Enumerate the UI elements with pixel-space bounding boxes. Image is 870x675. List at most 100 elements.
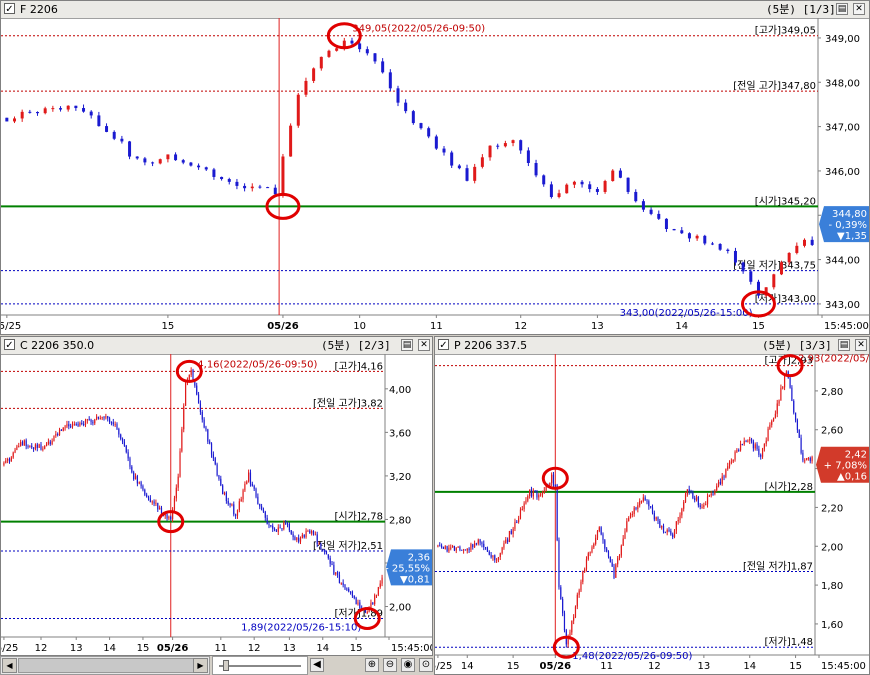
zoom-slider[interactable] [212, 656, 308, 675]
candle-body [779, 262, 783, 275]
candle-body [74, 105, 78, 109]
candle-body [51, 108, 55, 110]
level-label: [저가]343,00 [755, 293, 816, 305]
candle-body [175, 487, 177, 499]
pane-check-icon[interactable]: ✓ [4, 339, 15, 351]
candle-body [373, 53, 377, 62]
zoom-reset-icon[interactable]: ◉ [401, 658, 415, 672]
candle-body [64, 426, 66, 428]
y-tick-label: 1,60 [821, 620, 843, 631]
pane-settings-icon[interactable]: ▤ [838, 339, 850, 351]
candle-body [634, 191, 638, 202]
candle-body [253, 485, 255, 489]
candle-body [151, 162, 155, 164]
candle-body [123, 441, 126, 446]
candle-body [783, 375, 786, 388]
candle-body [804, 460, 806, 462]
candle-body [516, 521, 518, 523]
scroll-thumb[interactable] [18, 658, 194, 673]
candle-body [595, 189, 599, 192]
pane-settings-icon[interactable]: ▤ [836, 3, 848, 15]
pane-check-icon[interactable]: ✓ [438, 339, 449, 351]
candle-body [314, 534, 316, 536]
candle-body [342, 582, 344, 585]
candle-body [20, 442, 22, 447]
candle-body [120, 434, 122, 439]
x-tick-label: 15:45:00 [391, 643, 433, 654]
chart-area[interactable]: 4,003,603,202,802,402,0005/251213141505/… [1, 354, 433, 656]
candle-body [514, 521, 516, 529]
candle-body [659, 520, 661, 528]
play-back-icon[interactable]: ◀ [310, 658, 324, 672]
candle-body [558, 540, 560, 588]
candle-body [481, 542, 483, 544]
candle-body [725, 469, 727, 478]
zoom-out-icon[interactable]: ⊖ [383, 658, 397, 672]
current-price: 344,80 [832, 209, 867, 220]
scroll-left-arrow-icon[interactable]: ◀ [2, 658, 17, 673]
pane-close-icon[interactable]: ✕ [855, 339, 867, 351]
scroll-right-arrow-icon[interactable]: ▶ [193, 658, 208, 673]
candle-body [331, 563, 333, 566]
candle-body [71, 424, 74, 427]
x-tick-label: 10 [353, 321, 366, 332]
candle-body [101, 417, 103, 419]
candle-body [325, 551, 328, 555]
candle-body [763, 443, 765, 449]
candle-body [499, 553, 501, 558]
current-diff: ▲0,16 [837, 472, 867, 483]
candle-body [23, 440, 25, 446]
candle-body [107, 416, 109, 419]
candle-body [680, 230, 684, 234]
candle-body [272, 525, 274, 529]
candle-body [540, 494, 542, 496]
candle-body [159, 507, 161, 510]
pane-titlebar: ✓ P 2206 337.5 (5분) [3/3] ▤ ✕ [435, 337, 869, 355]
candle-body [552, 474, 555, 485]
candle-body [31, 445, 33, 448]
candle-body [181, 429, 183, 452]
candle-body [366, 611, 368, 613]
pane-settings-icon[interactable]: ▤ [401, 339, 413, 351]
candle-body [149, 498, 151, 503]
candle-body [727, 466, 729, 470]
candle-body [657, 213, 661, 219]
candle-body [776, 403, 778, 414]
candle-body [283, 522, 285, 530]
horizontal-scrollbar[interactable]: ◀ ▶ [0, 656, 210, 675]
chart-area[interactable]: 349,00348,00347,00346,00345,00344,00343,… [1, 18, 870, 335]
candle-body [580, 581, 582, 591]
candle-body [805, 458, 808, 461]
candle-body [105, 126, 109, 132]
chart-area[interactable]: 2,802,602,402,202,001,801,6005/25141505/… [435, 354, 870, 675]
pane-titlebar: ✓ C 2206 350.0 (5분) [2/3] ▤ ✕ [1, 337, 432, 355]
candle-body [749, 271, 753, 282]
candle-body [355, 597, 357, 605]
zoom-in-icon[interactable]: ⊕ [365, 658, 379, 672]
level-label: [고가]4,16 [335, 360, 383, 372]
pane-close-icon[interactable]: ✕ [418, 339, 430, 351]
candle-body [716, 486, 718, 491]
candle-body [772, 417, 775, 421]
high-annotation: 349,05(2022/05/26-09:50) [352, 24, 485, 35]
zoom-slider-track [219, 665, 301, 667]
candle-body [649, 209, 653, 214]
pane-interval[interactable]: (5분) [3/3] [762, 339, 832, 352]
candle-body [86, 419, 88, 421]
x-tick-label: 12 [648, 661, 661, 672]
x-tick-label: 15:45:00 [824, 321, 869, 332]
candle-body [465, 168, 469, 181]
highlight-circle [265, 192, 301, 220]
current-price-text: 2,42+ 7,08%▲0,16 [824, 450, 867, 483]
candle-body [551, 474, 553, 483]
pane-interval[interactable]: (5분) [2/3] [321, 339, 391, 352]
pane-interval[interactable]: (5분) [1/3] [766, 3, 836, 16]
candle-body [99, 418, 101, 420]
pane-check-icon[interactable]: ✓ [4, 3, 15, 15]
zoom-all-icon[interactable]: ⊙ [419, 658, 433, 672]
zoom-slider-handle[interactable] [223, 660, 229, 671]
pane-close-icon[interactable]: ✕ [853, 3, 865, 15]
candle-body [5, 460, 7, 463]
candle-body [651, 507, 654, 513]
candle-body [82, 108, 86, 112]
